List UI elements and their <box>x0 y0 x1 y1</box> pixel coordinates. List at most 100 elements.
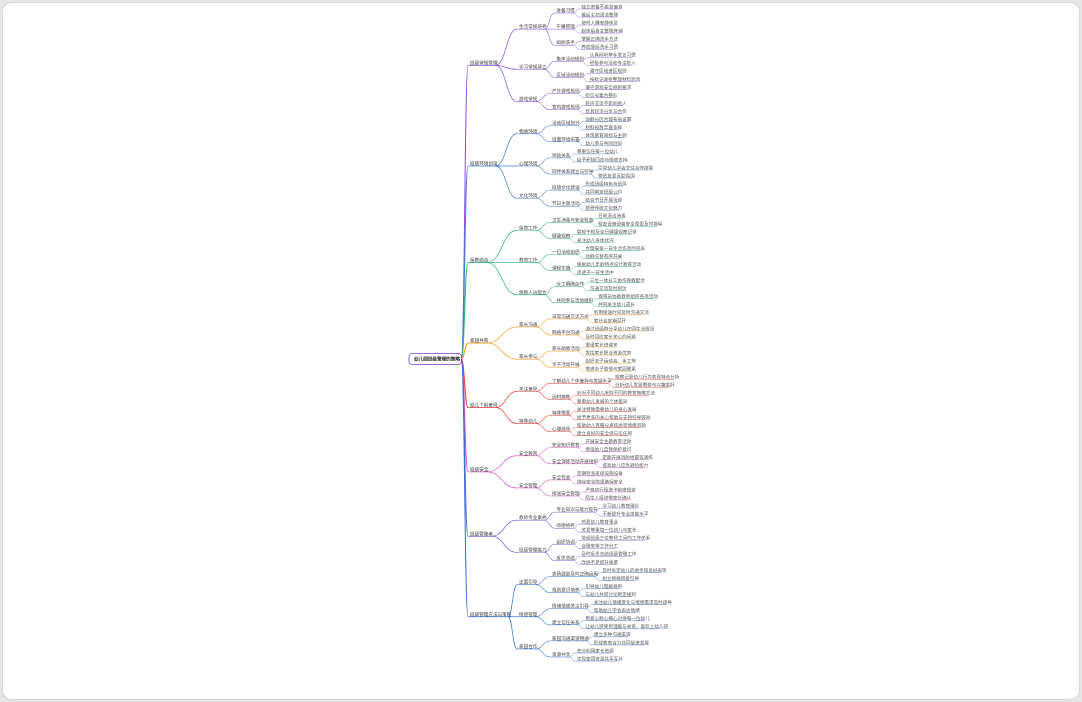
leaf-label[interactable]: 家长会定期召开 <box>594 317 627 324</box>
subtopic-label[interactable]: 组织协调 <box>556 538 575 545</box>
leaf-label[interactable]: 开展安全主题教育活动 <box>585 438 631 445</box>
leaf-label[interactable]: 协调班级三位教师之间的工作关系 <box>581 535 650 542</box>
root-node[interactable]: 幼儿园班级管理的策略 <box>408 353 462 365</box>
leaf-label[interactable]: 提高幼儿应急避险能力 <box>602 462 648 469</box>
leaf-label[interactable]: 热爱幼儿教育事业 <box>581 519 618 526</box>
subtopic-label[interactable]: 建立信任关系 <box>552 619 580 626</box>
branch-label[interactable]: 班级常规管理 <box>470 59 498 66</box>
leaf-label[interactable]: 保育员协助教师组织各项活动 <box>598 293 658 300</box>
leaf-label[interactable]: 积极参与活动专注投入 <box>590 60 636 67</box>
leaf-label[interactable]: 让幼儿感受到温暖与关爱，喜欢上幼儿园 <box>585 623 668 630</box>
subtopic-label[interactable]: 师幼关系 <box>552 152 571 159</box>
subtopic-label[interactable]: 安全演练活动开展组织 <box>552 458 598 465</box>
leaf-label[interactable]: 学习幼儿教育理论 <box>602 502 639 509</box>
subtopic-label[interactable]: 家长助教活动 <box>552 345 580 352</box>
leaf-label[interactable]: 渗透于一日生活中 <box>577 269 614 276</box>
subtopic-label[interactable]: 专业知识与能力提升 <box>556 506 598 513</box>
topic-label[interactable]: 安全教育 <box>519 450 538 457</box>
leaf-label[interactable]: 检查设施设备安全隐患及时排除 <box>598 221 663 228</box>
topic-label[interactable]: 物质环境 <box>519 128 538 135</box>
subtopic-label[interactable]: 家园沟通渠道畅通 <box>552 635 589 642</box>
leaf-label[interactable]: 及时回应家长关心的问题 <box>585 333 636 340</box>
leaf-label[interactable]: 形成班级特色与班风 <box>585 180 627 187</box>
leaf-label[interactable]: 根据幼儿年龄特点设计教育活动 <box>577 261 642 268</box>
branch-label[interactable]: 家园共育 <box>470 337 489 344</box>
subtopic-label[interactable]: 资源共享 <box>552 651 571 658</box>
subtopic-label[interactable]: 规则意识培养 <box>552 587 580 594</box>
leaf-label[interactable]: 实现家园资源共享互补 <box>577 655 623 662</box>
leaf-label[interactable]: 给予更多的关心帮助与支持引导鼓励 <box>577 414 651 421</box>
subtopic-label[interactable]: 情绪情感关注引导 <box>552 603 589 610</box>
leaf-label[interactable]: 养成便后洗手习惯 <box>581 44 618 51</box>
branch-label[interactable]: 幼儿个别差异 <box>470 401 498 408</box>
leaf-label[interactable]: 沟通交流及时到位 <box>590 285 627 292</box>
subtopic-label[interactable]: 室内游戏规则 <box>552 104 580 111</box>
leaf-label[interactable]: 合理安排工作分工 <box>581 543 618 550</box>
leaf-label[interactable]: 遵守区域进区规则 <box>590 68 627 75</box>
subtopic-label[interactable]: 午睡管理 <box>556 23 575 30</box>
subtopic-label[interactable]: 课程实施 <box>552 265 571 272</box>
leaf-label[interactable]: 关爱尊重每一位幼儿与家长 <box>581 527 637 534</box>
topic-label[interactable]: 心理环境 <box>519 160 538 167</box>
leaf-label[interactable]: 晨检午检及全日健康观察记录 <box>577 229 637 236</box>
subtopic-label[interactable]: 活动区域划分 <box>552 120 580 127</box>
leaf-label[interactable]: 用爱心耐心细心对待每一位幼儿 <box>585 615 650 622</box>
leaf-label[interactable]: 关注幼儿身体状况 <box>577 237 614 244</box>
leaf-label[interactable]: 不断提升专业技能水平 <box>602 510 648 517</box>
leaf-label[interactable]: 增进亲子感情与家园联系 <box>585 366 636 373</box>
leaf-label[interactable]: 共同关注幼儿成长 <box>598 301 635 308</box>
branch-label[interactable]: 班级安全 <box>470 466 489 473</box>
subtopic-label[interactable]: 表扬鼓励及时正确运用 <box>552 571 598 578</box>
leaf-label[interactable]: 按时入睡安静休息 <box>581 19 618 26</box>
leaf-label[interactable]: 及时肯定幼儿的进步和良好表现 <box>602 567 667 574</box>
subtopic-label[interactable]: 墙面环境布置 <box>552 136 580 143</box>
subtopic-label[interactable]: 分工明确合作 <box>556 281 584 288</box>
leaf-label[interactable]: 起床后自主整理床铺 <box>581 27 623 34</box>
leaf-label[interactable]: 独立进餐不挑食偏食 <box>581 3 623 10</box>
leaf-label[interactable]: 尊重信任每一位幼儿 <box>577 148 619 155</box>
leaf-label[interactable]: 陌生人接送需家长确认 <box>585 494 631 501</box>
leaf-label[interactable]: 增强幼儿自我保护意识 <box>585 446 631 453</box>
subtopic-label[interactable]: 安全知识教育 <box>552 442 580 449</box>
topic-label[interactable]: 教育工作 <box>519 257 538 264</box>
leaf-label[interactable]: 通过班级群分享幼儿在园生活情况 <box>585 325 654 332</box>
subtopic-label[interactable]: 日常沟通交流方式 <box>552 313 589 320</box>
topic-label[interactable]: 情感管理 <box>519 611 538 618</box>
leaf-label[interactable]: 体现教育目标与主题 <box>585 132 627 139</box>
subtopic-label[interactable]: 节日主题活动 <box>552 200 580 207</box>
leaf-label[interactable]: 感受传统文化魅力 <box>585 205 622 212</box>
topic-label[interactable]: 班级管理能力 <box>519 546 547 553</box>
subtopic-label[interactable]: 接送安全管理 <box>552 490 580 497</box>
leaf-label[interactable]: 材料投放丰富多样 <box>585 124 622 131</box>
leaf-label[interactable]: 动静分区合理布局设置 <box>585 116 631 123</box>
leaf-label[interactable]: 结合节日开展活动 <box>585 197 622 204</box>
subtopic-label[interactable]: 师德修养 <box>556 522 575 529</box>
leaf-label[interactable]: 定期开展消防地震等演练 <box>602 454 653 461</box>
leaf-label[interactable]: 引导幼儿学会交往合作技能 <box>598 164 654 171</box>
leaf-label[interactable]: 发挥家长职业资源优势 <box>585 349 631 356</box>
leaf-label[interactable]: 帮助幼儿学会表达情绪 <box>594 607 640 614</box>
topic-label[interactable]: 家园合作 <box>519 643 538 650</box>
topic-label[interactable]: 文化环境 <box>519 192 538 199</box>
leaf-label[interactable]: 认真倾听举手发言习惯 <box>590 52 636 59</box>
topic-label[interactable]: 家长沟通 <box>519 321 538 328</box>
leaf-label[interactable]: 充分利用家长资源 <box>577 647 614 654</box>
topic-label[interactable]: 游戏常规 <box>519 96 538 103</box>
leaf-label[interactable]: 分析幼儿发展需要与兴趣爱好 <box>615 382 675 389</box>
leaf-label[interactable]: 轻声交流不影响他人 <box>585 100 627 107</box>
topic-label[interactable]: 教师专业素养 <box>519 514 547 521</box>
subtopic-label[interactable]: 班级文化建设 <box>552 184 580 191</box>
leaf-label[interactable]: 合理安排一日生活作息时间表 <box>585 245 645 252</box>
subtopic-label[interactable]: 区域活动规则 <box>556 71 584 78</box>
subtopic-label[interactable]: 健康观察 <box>552 232 571 239</box>
subtopic-label[interactable]: 卫生消毒与安全检查 <box>552 216 594 223</box>
subtopic-label[interactable]: 同伴关系建立与引导 <box>552 168 594 175</box>
leaf-label[interactable]: 及时反思总结班级管理工作 <box>581 551 637 558</box>
topic-label[interactable]: 学习常规建立 <box>519 63 547 70</box>
leaf-label[interactable]: 建立良好的安全感与信任感 <box>577 430 633 437</box>
leaf-label[interactable]: 关注幼儿情绪变化与情感需求及时疏导 <box>594 599 673 606</box>
subtopic-label[interactable]: 一日活动组织 <box>552 249 580 256</box>
topic-label[interactable]: 关注差异 <box>519 385 538 392</box>
leaf-label[interactable]: 按标记收拾整理材料玩具 <box>590 76 641 83</box>
subtopic-label[interactable]: 安全检查 <box>552 474 571 481</box>
